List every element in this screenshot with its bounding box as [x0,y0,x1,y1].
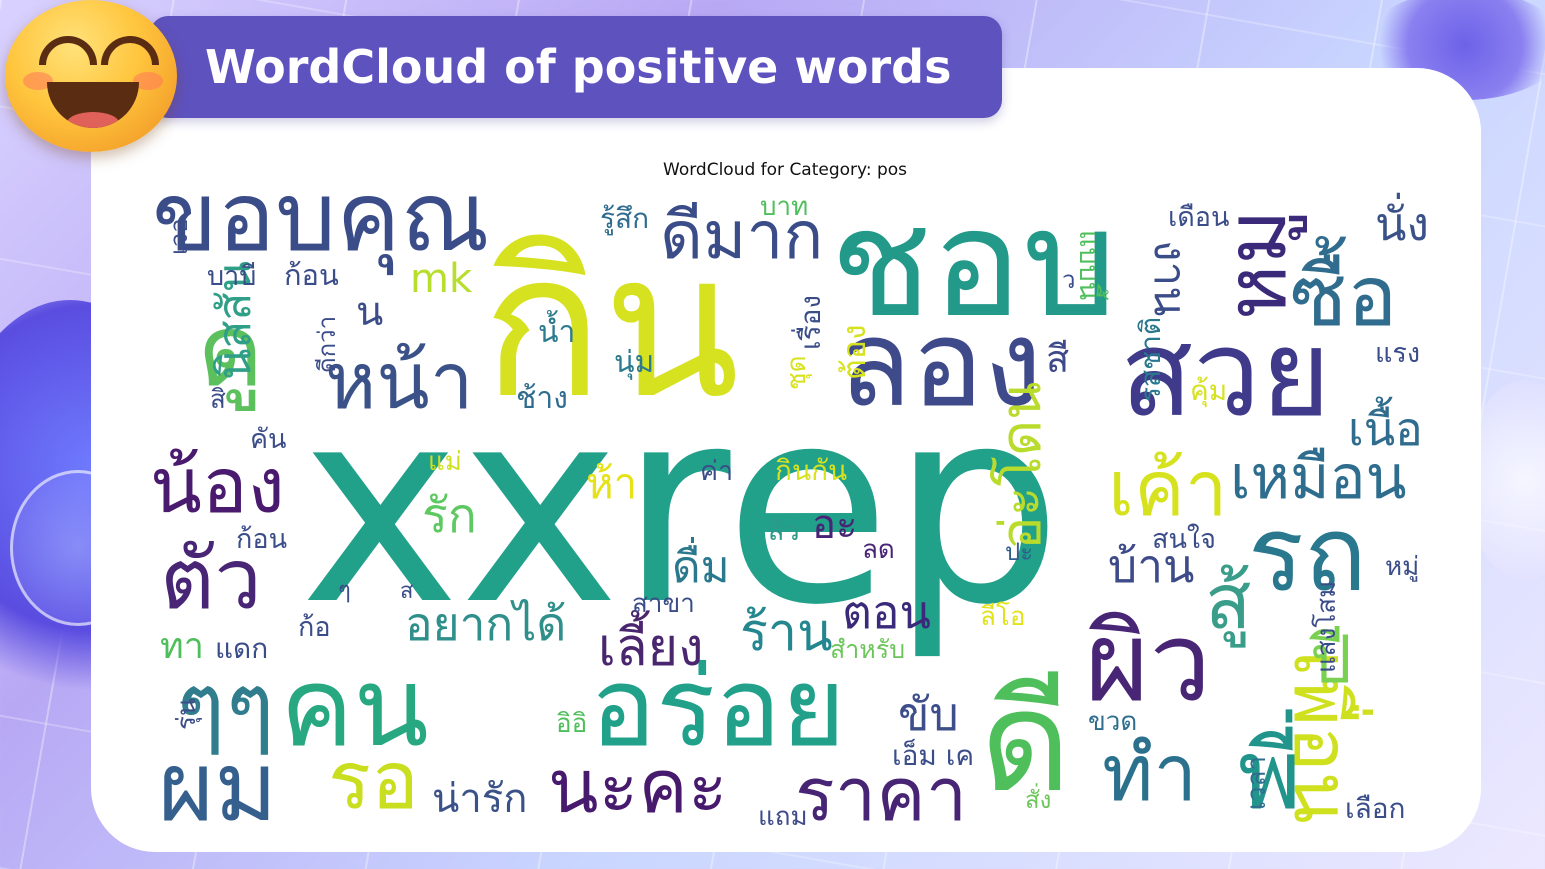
wordcloud-title: WordCloud for Category: pos [663,160,908,180]
smiling-face-icon [5,0,177,152]
wordcloud-card [91,68,1481,852]
page-title: WordCloud of positive words [205,40,952,94]
title-banner: WordCloud of positive words [150,16,1002,118]
